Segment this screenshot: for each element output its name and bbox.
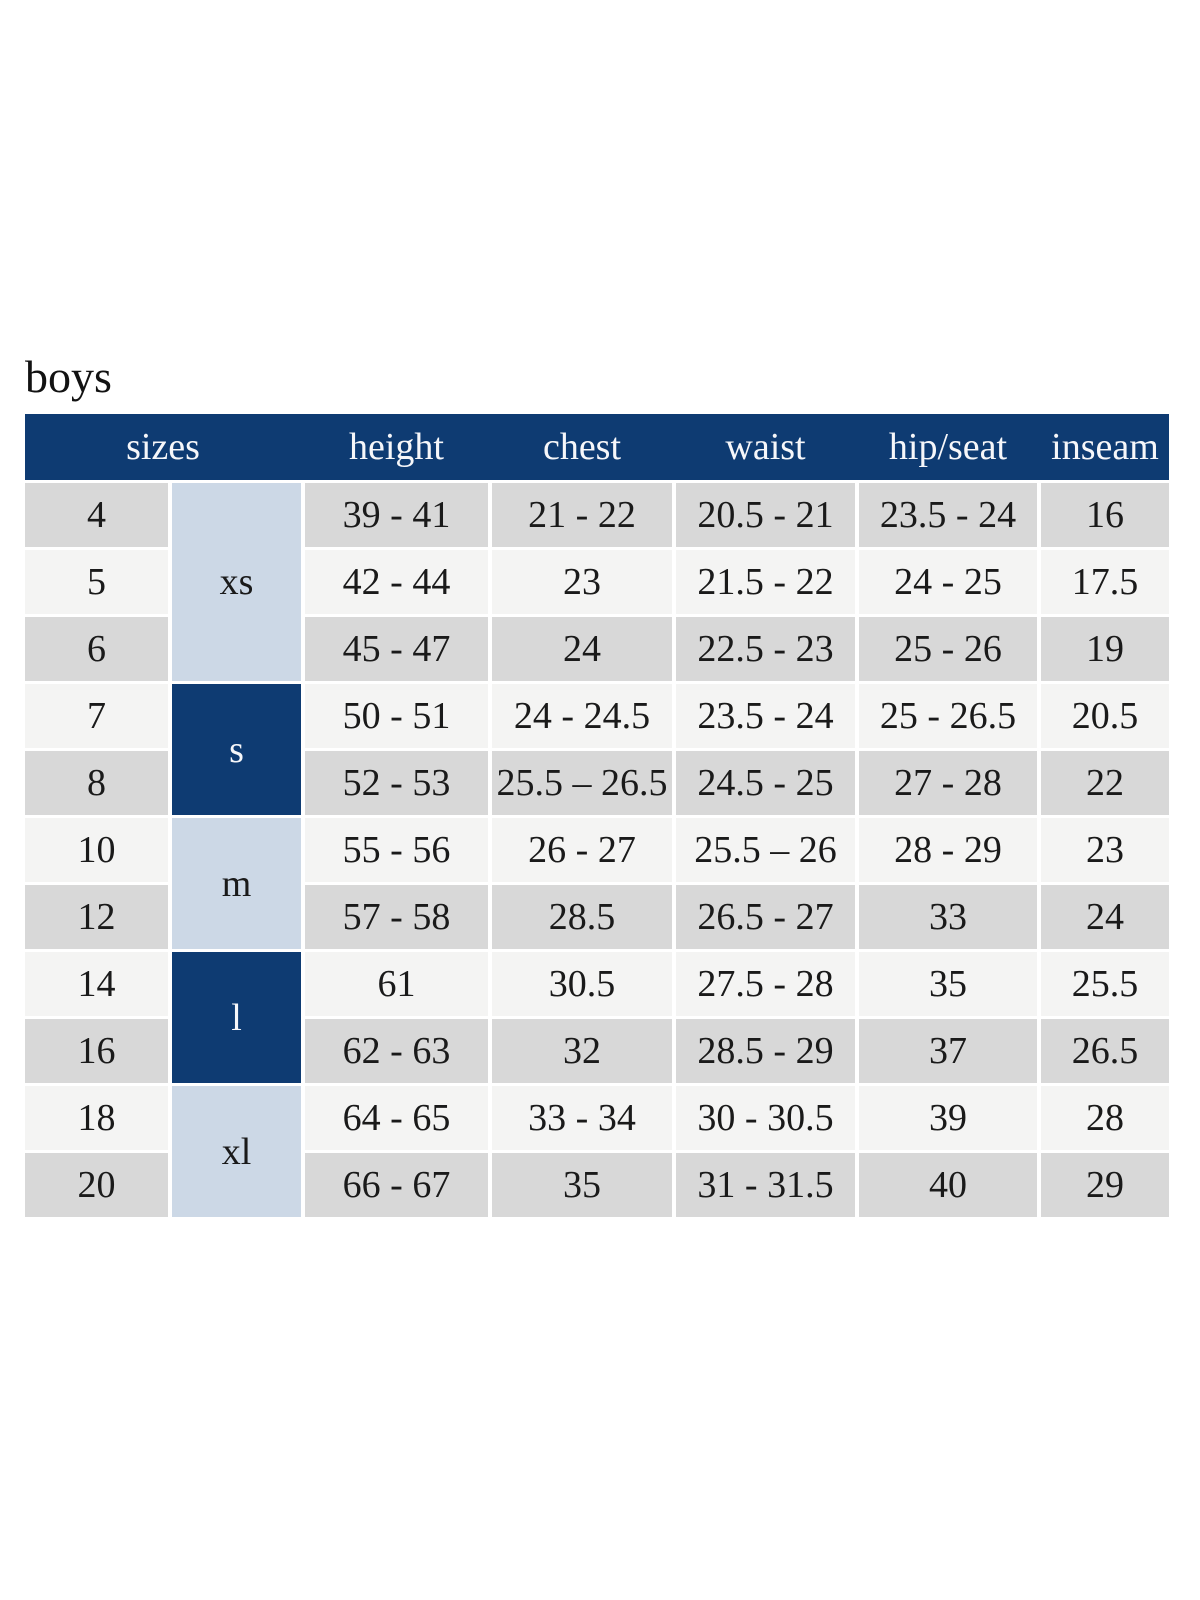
hip-seat-cell: 39 bbox=[859, 1086, 1037, 1150]
column-header-waist: waist bbox=[725, 426, 806, 468]
column-header-inseam: inseam bbox=[1051, 426, 1159, 468]
inseam-cell: 26.5 bbox=[1041, 1019, 1169, 1083]
waist-cell: 24.5 - 25 bbox=[676, 751, 855, 815]
waist-cell: 30 - 30.5 bbox=[676, 1086, 855, 1150]
height-cell: 57 - 58 bbox=[305, 885, 488, 949]
inseam-cell: 20.5 bbox=[1041, 684, 1169, 748]
table-row-size-14: 14 l 61 30.5 27.5 - 28 35 25.5 bbox=[25, 952, 1169, 1083]
chest-cell: 33 - 34 bbox=[492, 1086, 672, 1150]
size-cell: 18 bbox=[25, 1086, 168, 1150]
table-body: 4 xs 39 - 41 21 - 22 20.5 - 21 23.5 - 24 16 5 42… bbox=[25, 483, 1169, 1217]
size-cell: 8 bbox=[25, 751, 168, 815]
table-row-size-16: 16 62 - 63 32 28.5 - 29 37 26.5 bbox=[25, 1019, 1169, 1083]
height-cell: 50 - 51 bbox=[305, 684, 488, 748]
table-row-size-6: 6 45 - 47 24 22.5 - 23 25 - 26 19 bbox=[25, 617, 1169, 681]
size-group-cell-m: m bbox=[172, 818, 301, 949]
height-cell: 55 - 56 bbox=[305, 818, 488, 882]
height-cell: 62 - 63 bbox=[305, 1019, 488, 1083]
hip-seat-cell: 40 bbox=[859, 1153, 1037, 1217]
size-cell: 20 bbox=[25, 1153, 168, 1217]
waist-cell: 27.5 - 28 bbox=[676, 952, 855, 1016]
chest-cell: 35 bbox=[492, 1153, 672, 1217]
hip-seat-cell: 35 bbox=[859, 952, 1037, 1016]
height-cell: 42 - 44 bbox=[305, 550, 488, 614]
inseam-cell: 23 bbox=[1041, 818, 1169, 882]
inseam-cell: 19 bbox=[1041, 617, 1169, 681]
size-group-cell-s: s bbox=[172, 684, 301, 815]
size-cell: 10 bbox=[25, 818, 168, 882]
height-cell: 52 - 53 bbox=[305, 751, 488, 815]
waist-cell: 22.5 - 23 bbox=[676, 617, 855, 681]
header-labels: sizes height chest waist hip/seat inseam bbox=[25, 414, 1169, 480]
waist-cell: 31 - 31.5 bbox=[676, 1153, 855, 1217]
waist-cell: 25.5 – 26 bbox=[676, 818, 855, 882]
size-cell: 12 bbox=[25, 885, 168, 949]
hip-seat-cell: 27 - 28 bbox=[859, 751, 1037, 815]
size-cell: 5 bbox=[25, 550, 168, 614]
section-title-boys: boys bbox=[25, 351, 112, 402]
table-row-size-8: 8 52 - 53 25.5 – 26.5 24.5 - 25 27 - 28 22 bbox=[25, 751, 1169, 815]
chest-cell: 30.5 bbox=[492, 952, 672, 1016]
size-cell: 6 bbox=[25, 617, 168, 681]
column-header-height: height bbox=[349, 426, 444, 468]
chest-cell: 23 bbox=[492, 550, 672, 614]
inseam-cell: 25.5 bbox=[1041, 952, 1169, 1016]
height-cell: 45 - 47 bbox=[305, 617, 488, 681]
table-row-size-5: 5 42 - 44 23 21.5 - 22 24 - 25 17.5 bbox=[25, 550, 1169, 614]
size-group-cell-l: l bbox=[172, 952, 301, 1083]
column-header-chest: chest bbox=[542, 426, 622, 468]
chest-cell: 28.5 bbox=[492, 885, 672, 949]
chest-cell: 24 - 24.5 bbox=[492, 684, 672, 748]
height-cell: 61 bbox=[305, 952, 488, 1016]
size-cell: 7 bbox=[25, 684, 168, 748]
size-group-cell-xs: xs bbox=[172, 483, 301, 681]
inseam-cell: 16 bbox=[1041, 483, 1169, 547]
hip-seat-cell: 37 bbox=[859, 1019, 1037, 1083]
chest-cell: 25.5 – 26.5 bbox=[492, 751, 672, 815]
table-row-size-4: 4 xs 39 - 41 21 - 22 20.5 - 21 23.5 - 24 16 bbox=[25, 483, 1169, 681]
inseam-cell: 28 bbox=[1041, 1086, 1169, 1150]
size-chart-content: boys sizes height chest waist hip/seat inseam… bbox=[25, 352, 1185, 1220]
table-row-size-12: 12 57 - 58 28.5 26.5 - 27 33 24 bbox=[25, 885, 1169, 949]
table-header: sizes height chest waist hip/seat inseam bbox=[25, 414, 1169, 480]
hip-seat-cell: 25 - 26 bbox=[859, 617, 1037, 681]
chest-cell: 32 bbox=[492, 1019, 672, 1083]
inseam-cell: 29 bbox=[1041, 1153, 1169, 1217]
waist-cell: 23.5 - 24 bbox=[676, 684, 855, 748]
boys-size-chart-table: sizes height chest waist hip/seat inseam 4 xs 3… bbox=[21, 411, 1173, 1220]
table-row-size-7: 7 s 50 - 51 24 - 24.5 23.5 - 24 25 - 26.5 20.5 bbox=[25, 684, 1169, 815]
height-cell: 66 - 67 bbox=[305, 1153, 488, 1217]
hip-seat-cell: 25 - 26.5 bbox=[859, 684, 1037, 748]
hip-seat-cell: 24 - 25 bbox=[859, 550, 1037, 614]
size-cell: 14 bbox=[25, 952, 168, 1016]
size-group-cell-xl: xl bbox=[172, 1086, 301, 1217]
table-row-size-10: 10 m 55 - 56 26 - 27 25.5 – 26 28 - 29 23 bbox=[25, 818, 1169, 949]
hip-seat-cell: 28 - 29 bbox=[859, 818, 1037, 882]
inseam-cell: 24 bbox=[1041, 885, 1169, 949]
height-cell: 39 - 41 bbox=[305, 483, 488, 547]
inseam-cell: 22 bbox=[1041, 751, 1169, 815]
column-header-sizes: sizes bbox=[126, 426, 200, 468]
chest-cell: 21 - 22 bbox=[492, 483, 672, 547]
header-bar: sizes height chest waist hip/seat inseam bbox=[25, 414, 1169, 480]
table-row-size-18: 18 xl 64 - 65 33 - 34 30 - 30.5 39 28 bbox=[25, 1086, 1169, 1217]
table-row-size-20: 20 66 - 67 35 31 - 31.5 40 29 bbox=[25, 1153, 1169, 1217]
column-header-hip_seat: hip/seat bbox=[888, 426, 1008, 468]
waist-cell: 21.5 - 22 bbox=[676, 550, 855, 614]
chest-cell: 24 bbox=[492, 617, 672, 681]
inseam-cell: 17.5 bbox=[1041, 550, 1169, 614]
height-cell: 64 - 65 bbox=[305, 1086, 488, 1150]
size-cell: 4 bbox=[25, 483, 168, 547]
size-cell: 16 bbox=[25, 1019, 168, 1083]
waist-cell: 26.5 - 27 bbox=[676, 885, 855, 949]
hip-seat-cell: 23.5 - 24 bbox=[859, 483, 1037, 547]
hip-seat-cell: 33 bbox=[859, 885, 1037, 949]
waist-cell: 20.5 - 21 bbox=[676, 483, 855, 547]
waist-cell: 28.5 - 29 bbox=[676, 1019, 855, 1083]
chest-cell: 26 - 27 bbox=[492, 818, 672, 882]
